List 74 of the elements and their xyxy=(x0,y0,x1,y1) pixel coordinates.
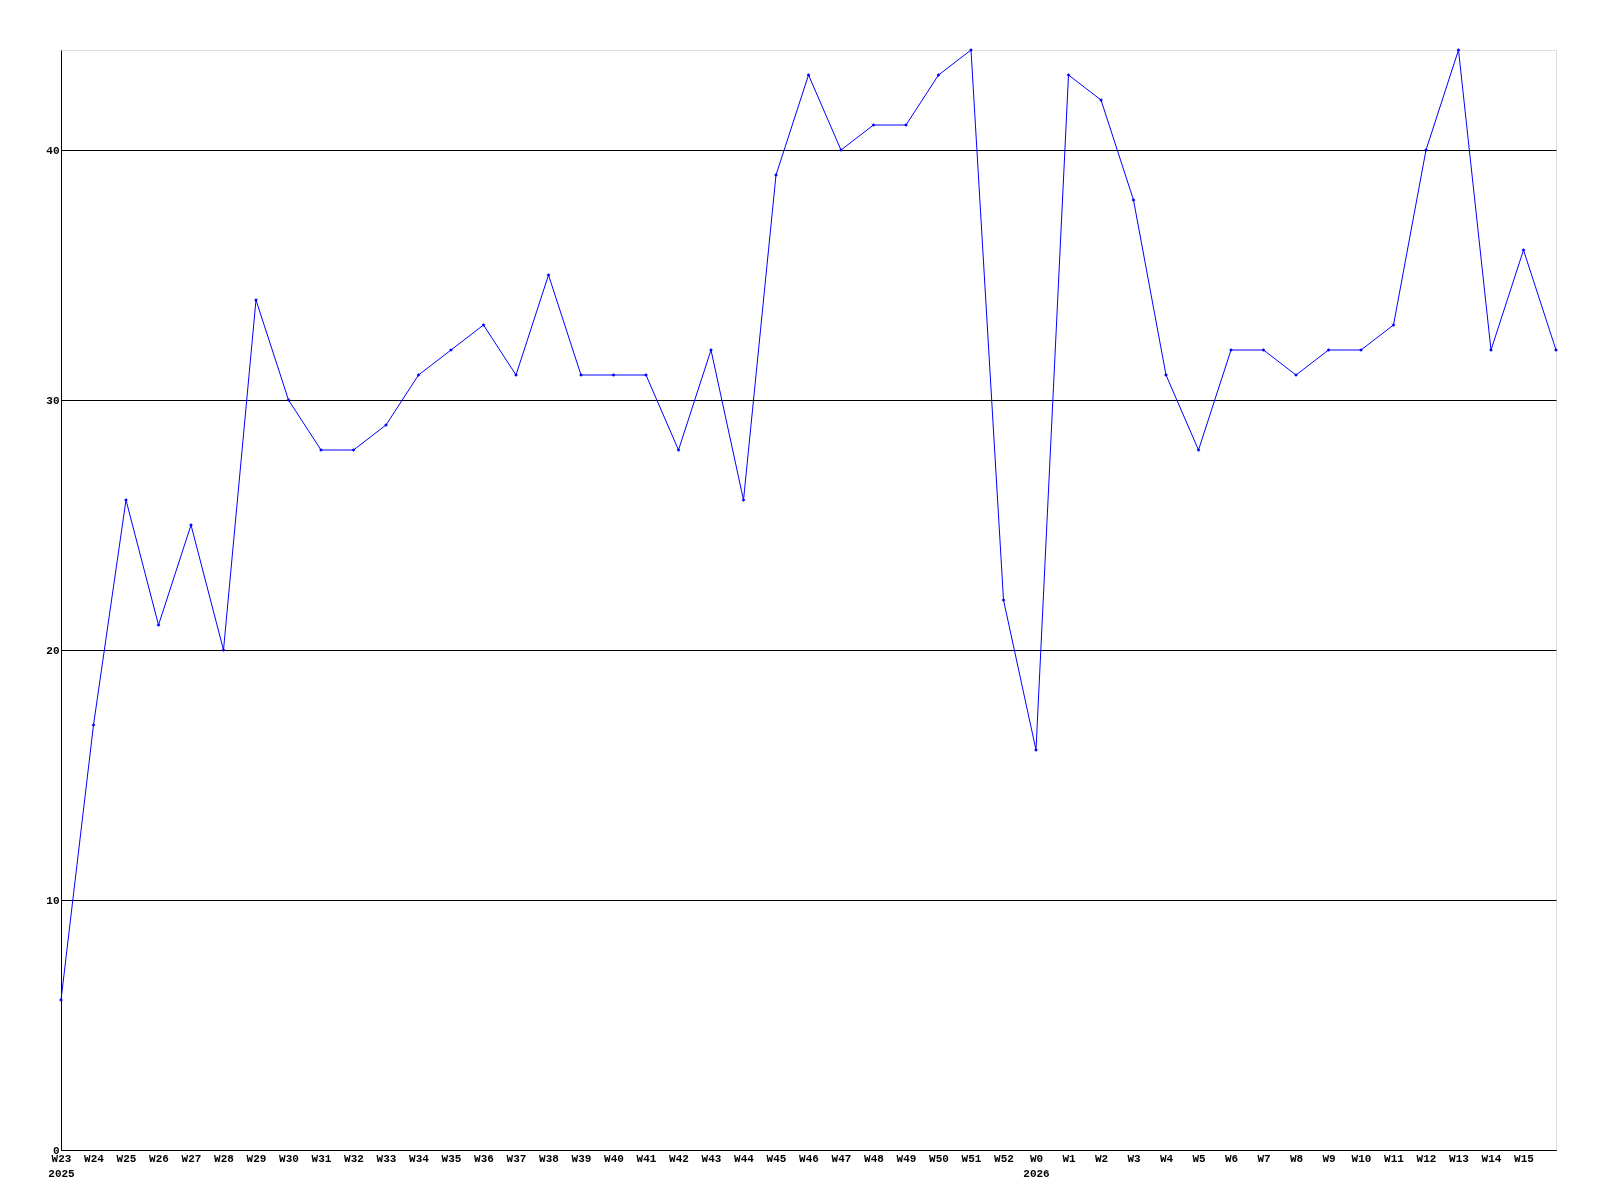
x-tick-label: W40 xyxy=(604,1152,624,1165)
x-tick-label: W26 xyxy=(149,1152,169,1165)
x-tick-label: W11 xyxy=(1384,1152,1405,1165)
x-tick-label: W52 xyxy=(994,1152,1014,1165)
x-tick-label: W46 xyxy=(799,1152,819,1165)
x-tick-label: W41 xyxy=(636,1152,657,1165)
x-tick-label: W5 xyxy=(1192,1152,1206,1165)
x-tick-label: W13 xyxy=(1449,1152,1470,1165)
x-tick-label: W25 xyxy=(116,1152,137,1165)
x-tick-label: W24 xyxy=(84,1152,105,1165)
x-tick-label: W36 xyxy=(474,1152,494,1165)
point xyxy=(676,448,681,452)
x-tick-label: W32 xyxy=(344,1152,364,1165)
x-tick-label: W31 xyxy=(311,1152,332,1165)
x-tick-label: W8 xyxy=(1289,1152,1304,1165)
point xyxy=(1326,348,1331,352)
x-tick-label: W30 xyxy=(279,1152,299,1165)
point xyxy=(1196,448,1201,452)
point xyxy=(91,723,96,727)
x-tick-label: W50 xyxy=(929,1152,949,1165)
x-tick-label: W44 xyxy=(734,1152,755,1165)
point xyxy=(741,498,746,502)
x-tick-label: W27 xyxy=(181,1152,202,1165)
x-tick-label: W15 xyxy=(1514,1152,1535,1165)
x-tick-label: W42 xyxy=(669,1152,689,1165)
point xyxy=(286,398,291,402)
point xyxy=(1521,248,1526,252)
x-tick-label: W2 xyxy=(1094,1152,1109,1165)
x-tick-label: W38 xyxy=(539,1152,560,1165)
x-tick-label: W51 xyxy=(961,1152,982,1165)
x-tick-label: W29 xyxy=(246,1152,267,1165)
x-tick-label: W48 xyxy=(864,1152,885,1165)
x-tick-label: W6 xyxy=(1224,1152,1239,1165)
point xyxy=(221,648,226,652)
x-tick-label: W35 xyxy=(441,1152,462,1165)
point xyxy=(351,448,356,452)
y-tick-label: 10 xyxy=(46,894,60,907)
y-tick-label: 30 xyxy=(46,394,60,407)
x-tick-label: W37 xyxy=(506,1152,527,1165)
x-tick-label: W7 xyxy=(1257,1152,1271,1165)
line-series xyxy=(59,48,1558,1002)
point xyxy=(156,623,161,627)
x-tick-label: W45 xyxy=(766,1152,787,1165)
x-tick-label: W28 xyxy=(214,1152,235,1165)
point xyxy=(1391,323,1396,327)
x-tick-label: W4 xyxy=(1159,1152,1174,1165)
point xyxy=(1131,198,1136,202)
x-tick-label: W47 xyxy=(831,1152,852,1165)
point xyxy=(871,123,876,127)
x-tick-label: W43 xyxy=(701,1152,722,1165)
point xyxy=(1066,73,1071,77)
x-tick-label: W23 2025 xyxy=(48,1152,76,1180)
x-tick-label: W34 xyxy=(409,1152,430,1165)
x-tick-label: W39 xyxy=(571,1152,592,1165)
point xyxy=(1456,48,1461,52)
point xyxy=(481,323,486,327)
point xyxy=(546,273,551,277)
x-tick-label: W49 xyxy=(896,1152,917,1165)
point xyxy=(1261,348,1266,352)
point xyxy=(611,373,616,377)
point xyxy=(806,73,811,77)
x-tick-label: W33 xyxy=(376,1152,397,1165)
point xyxy=(416,373,421,377)
x-tick-label: W3 xyxy=(1127,1152,1141,1165)
x-tick-label: W1 xyxy=(1062,1152,1076,1165)
x-tick-label: W10 xyxy=(1351,1152,1372,1165)
x-tick-label: W9 xyxy=(1322,1152,1336,1165)
point xyxy=(1001,598,1006,602)
x-tick-label: W12 xyxy=(1416,1152,1437,1165)
y-tick-label: 20 xyxy=(46,644,60,657)
x-tick-label: W0 2026 xyxy=(1023,1152,1050,1180)
y-tick-label: 40 xyxy=(46,144,60,157)
x-tick-label: W14 xyxy=(1481,1152,1502,1165)
point xyxy=(936,73,941,77)
